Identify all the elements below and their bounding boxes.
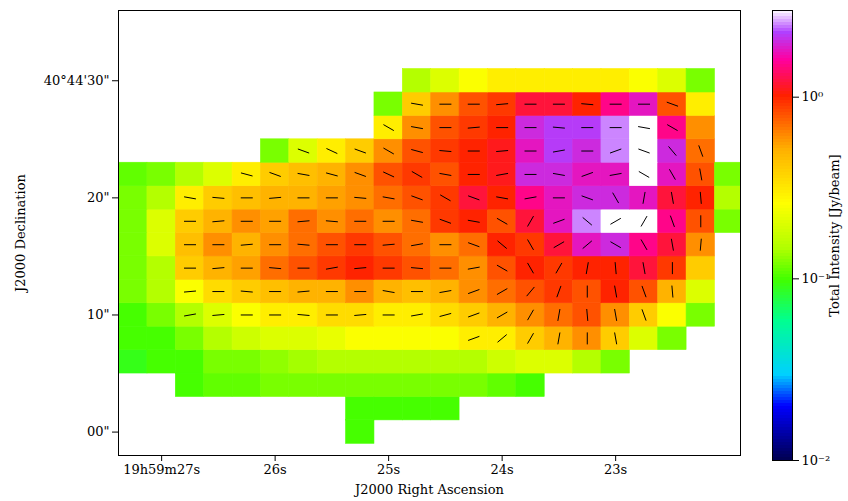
svg-text:00": 00" — [87, 424, 110, 439]
svg-text:25s: 25s — [377, 462, 400, 477]
svg-text:10⁻¹: 10⁻¹ — [801, 271, 831, 286]
svg-text:40°44'30": 40°44'30" — [44, 73, 110, 88]
svg-text:26s: 26s — [264, 462, 287, 477]
svg-text:19h59m27s: 19h59m27s — [123, 462, 200, 477]
svg-text:Total Intensity [Jy/beam]: Total Intensity [Jy/beam] — [827, 154, 842, 316]
svg-text:10⁰: 10⁰ — [802, 89, 824, 104]
svg-text:10⁻²: 10⁻² — [802, 453, 831, 468]
svg-text:10": 10" — [87, 307, 110, 322]
svg-text:23s: 23s — [604, 462, 627, 477]
svg-text:J2000 Right Ascension: J2000 Right Ascension — [353, 482, 504, 497]
svg-text:J2000 Declination: J2000 Declination — [13, 173, 28, 293]
svg-text:24s: 24s — [491, 462, 514, 477]
svg-text:20": 20" — [87, 190, 110, 205]
